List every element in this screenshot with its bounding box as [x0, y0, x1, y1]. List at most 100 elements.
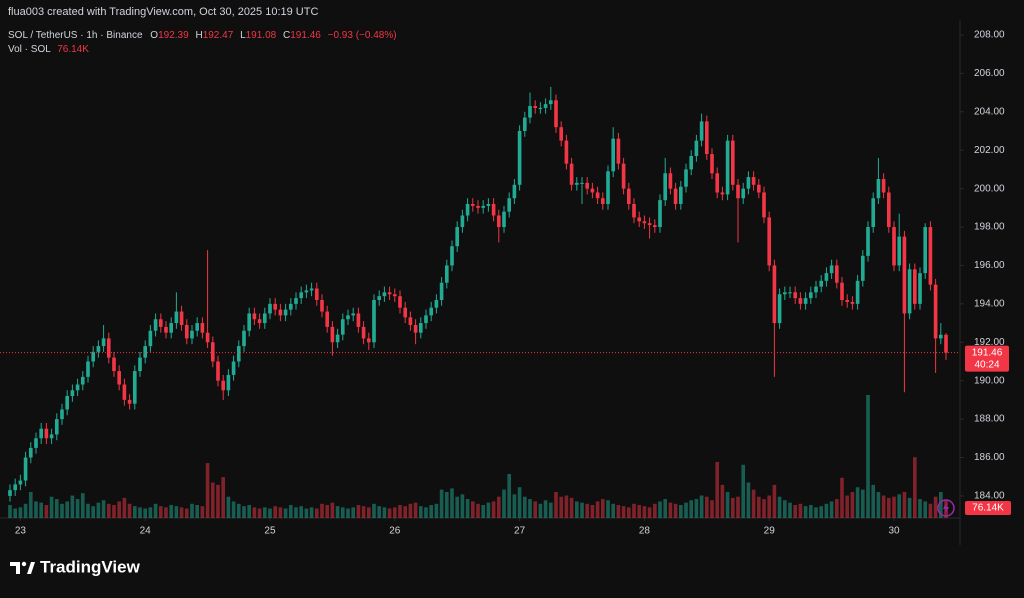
l-label: L: [240, 30, 246, 41]
volume-bar: [335, 506, 340, 518]
volume-bar: [361, 506, 366, 518]
candle-body: [673, 188, 678, 204]
candle-body: [678, 186, 683, 204]
candle-body: [424, 315, 428, 324]
volume-tag-label: 76.14K: [972, 503, 1004, 514]
candle-body: [647, 223, 652, 226]
candle-body: [704, 121, 709, 155]
volume-bar: [897, 494, 902, 518]
volume-bar: [912, 457, 917, 518]
volume-bar: [39, 502, 44, 518]
volume-bar: [44, 504, 49, 518]
y-tick-label: 188.00: [974, 414, 1005, 425]
last-price-tag: [965, 345, 1009, 372]
volume-bar: [221, 477, 226, 518]
volume-bar: [398, 504, 402, 518]
volume-bar: [387, 508, 392, 518]
candle-body: [684, 169, 688, 187]
candle-body: [320, 300, 324, 312]
volume-bar: [626, 507, 631, 518]
candle-body: [242, 330, 246, 347]
candle-body: [824, 273, 829, 281]
volume-bar: [756, 496, 761, 518]
volume-bar: [710, 500, 714, 518]
candle-body: [195, 323, 200, 331]
candle-body: [554, 100, 558, 128]
volume-bar: [304, 508, 309, 518]
candle-body: [762, 192, 766, 218]
volume-bar: [122, 497, 127, 518]
x-tick-label: 27: [514, 526, 526, 537]
volume-bar: [356, 504, 361, 518]
candle-body: [522, 117, 527, 132]
volume-bar: [340, 507, 345, 518]
candle-body: [148, 330, 153, 347]
y-tick-label: 198.00: [974, 222, 1005, 233]
volume-bar: [413, 502, 418, 518]
candle-body: [465, 203, 470, 216]
candle-body: [798, 298, 803, 304]
candle-body: [918, 273, 922, 304]
volume-bar: [143, 508, 148, 518]
volume-bar: [132, 506, 137, 518]
volume-bar: [112, 504, 116, 518]
volume-bar: [28, 491, 33, 518]
candle-body: [127, 399, 132, 404]
volume-bar: [96, 502, 101, 518]
candle-body: [153, 319, 158, 331]
flash-icon[interactable]: [937, 499, 955, 517]
candle-body: [751, 177, 756, 185]
volume-bar: [554, 491, 558, 518]
volume-bar: [689, 500, 694, 518]
logo: [10, 561, 35, 574]
candle-body: [169, 323, 174, 333]
candle-body: [814, 286, 818, 293]
volume-bar: [595, 501, 600, 518]
volume-bar: [580, 502, 584, 518]
volume-bar: [876, 491, 881, 518]
volume-bar: [611, 503, 616, 518]
volume-bar: [476, 503, 480, 518]
volume-bar: [70, 495, 75, 518]
candle-body: [548, 100, 553, 105]
c-label: C: [283, 30, 290, 41]
candle-body: [626, 188, 631, 204]
volume-bar: [236, 503, 241, 518]
x-tick-label: 25: [264, 526, 276, 537]
x-tick-label: 28: [639, 526, 651, 537]
candle-body: [106, 338, 111, 358]
candle-body: [200, 323, 205, 333]
flash-circle[interactable]: [937, 499, 955, 517]
flash-bolt[interactable]: [943, 502, 949, 514]
volume-bar: [850, 491, 855, 518]
volume-bar: [210, 482, 215, 518]
candle-body: [569, 163, 574, 185]
volume-bar: [330, 502, 335, 518]
volume-bar: [465, 499, 470, 518]
volume-bar: [668, 502, 673, 518]
volume-bar: [278, 507, 283, 518]
volume-bar: [54, 499, 59, 518]
volume-bar: [777, 496, 782, 518]
candle-body: [496, 215, 501, 228]
candle-body: [361, 326, 366, 339]
y-tick-label: 206.00: [974, 68, 1005, 79]
close-value: 191.46: [290, 30, 321, 41]
volume-bar: [715, 461, 720, 518]
candle-body: [221, 380, 226, 391]
candle-body: [309, 288, 314, 291]
volume-bar: [746, 482, 751, 518]
candle-body: [621, 163, 626, 189]
candle-body: [392, 294, 397, 297]
volume-bar: [684, 502, 688, 518]
candle-body: [174, 311, 179, 324]
candle-body: [512, 184, 517, 199]
volume-bar: [320, 503, 324, 518]
candle-body: [382, 292, 387, 297]
candle-body: [808, 292, 813, 299]
logo-dot: [21, 561, 27, 567]
o-label: O: [150, 30, 158, 41]
candle-body: [564, 140, 569, 164]
change: −0.93 (−0.48%): [328, 30, 397, 41]
volume-bar: [886, 497, 891, 518]
